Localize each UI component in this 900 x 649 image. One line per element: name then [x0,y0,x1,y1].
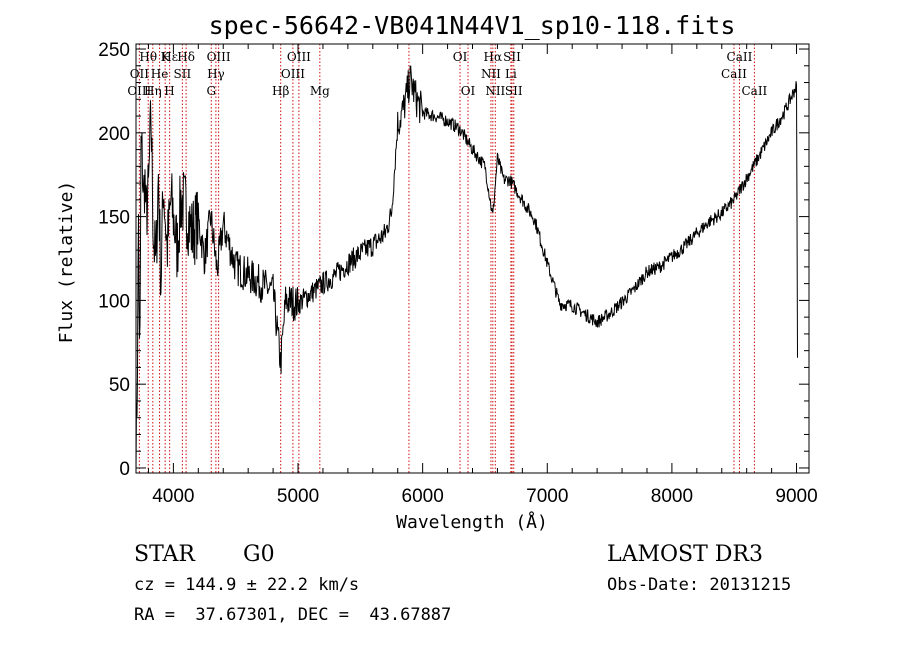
spectrum-series-line [135,65,798,474]
spectral-line-label: SII [503,50,521,64]
spectral-line-label: OIII [207,50,231,64]
object-subclass: G0 [243,542,275,567]
spectral-line-label: CaII [727,50,753,64]
spectral-line-label: NII [481,67,501,81]
spectral-line-label: H [164,84,174,98]
spectral-line-label: OI [461,84,476,98]
x-tick-label: 8000 [651,486,693,507]
x-axis-ticks: 4000 5000 6000 7000 8000 9000 [147,44,818,507]
y-axis-label: Flux (relative) [56,181,77,344]
spectral-line-label: OII [130,67,150,81]
spectral-line-label: Hη [144,84,162,98]
spectral-line-label: Mg [310,84,330,98]
spectral-line-label: G [206,84,216,98]
ra-dec-coordinates: RA = 37.67301, DEC = 43.67887 [134,605,452,625]
x-tick-label: 6000 [402,486,444,507]
spectral-line-label: Hγ [207,67,225,81]
y-tick-label: 100 [98,291,130,312]
spectral-line-label: CaII [721,67,747,81]
x-tick-label: 5000 [277,486,319,507]
spectral-line-label: Li [505,67,517,81]
spectral-line-label: NII [485,84,505,98]
y-tick-label: 200 [98,124,130,145]
spectral-line-label: Hδ [177,50,195,64]
y-axis-ticks: 0 50 100 150 200 250 [98,40,809,480]
spectral-line-label: CaII [741,84,767,98]
spectral-line-label: Hθ [139,50,157,64]
y-tick-label: 250 [98,40,130,61]
x-tick-label: 4000 [152,486,194,507]
spectral-line-label: SII [505,84,523,98]
object-class: STAR [134,542,195,567]
spectral-line-label: OIII [127,84,151,98]
spectral-line-label: OI [453,50,468,64]
x-axis-label: Wavelength (Å) [396,511,548,533]
spectral-line-label: He [151,67,169,81]
spectral-line-label: OIII [281,67,305,81]
spectral-line-label: OIII [287,50,311,64]
spectral-line-label: SII [174,67,192,81]
spectral-line-label: Hα [484,50,503,64]
y-tick-label: 150 [98,208,130,229]
y-tick-label: 50 [109,375,130,396]
spectral-line-label: K [161,50,171,64]
survey-name: LAMOST DR3 [607,542,763,567]
x-tick-label: 7000 [526,486,568,507]
observation-date: Obs-Date: 20131215 [607,575,792,595]
y-tick-label: 0 [119,459,130,480]
x-tick-label: 9000 [775,486,817,507]
redshift-cz: cz = 144.9 ± 22.2 km/s [134,575,360,595]
spectral-line-label: Hβ [272,84,289,98]
chart-title: spec-56642-VB041N44V1_sp10-118.fits [209,11,736,40]
